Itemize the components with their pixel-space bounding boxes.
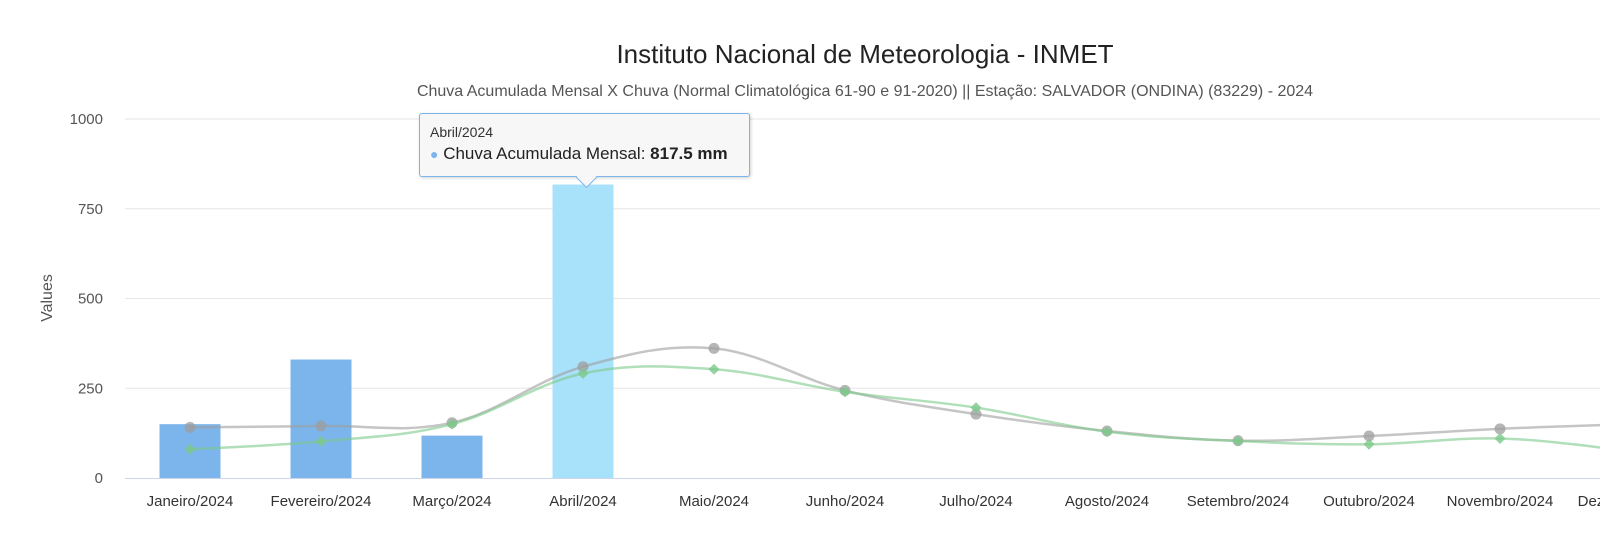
x-tick-label: Maio/2024 bbox=[679, 493, 749, 510]
normal-point-circle bbox=[1495, 423, 1506, 434]
bar-layer bbox=[160, 185, 614, 478]
x-tick-label: Outubro/2024 bbox=[1323, 493, 1415, 510]
normal-point-circle bbox=[316, 420, 327, 431]
normal-point-diamond bbox=[1364, 439, 1375, 450]
bar bbox=[422, 436, 483, 478]
x-tick-label: Junho/2024 bbox=[806, 493, 884, 510]
x-tick-label: Agosto/2024 bbox=[1065, 493, 1149, 510]
x-tick-label: Fevereiro/2024 bbox=[271, 493, 372, 510]
x-tick-label: Setembro/2024 bbox=[1187, 493, 1290, 510]
x-tick-label: Novembro/2024 bbox=[1447, 493, 1554, 510]
normal-point-diamond bbox=[1495, 433, 1506, 444]
x-tick-label: Dezembro/2024 bbox=[1578, 493, 1600, 510]
y-tick-label: 500 bbox=[78, 291, 103, 308]
bar bbox=[291, 360, 352, 478]
tooltip: Abril/2024 ● Chuva Acumulada Mensal: 817… bbox=[419, 113, 750, 177]
y-axis-title: Values bbox=[39, 274, 56, 322]
tooltip-series-label: Chuva Acumulada Mensal: bbox=[443, 144, 645, 163]
y-tick-label: 0 bbox=[95, 470, 103, 487]
chart-subtitle: Chuva Acumulada Mensal X Chuva (Normal C… bbox=[417, 83, 1313, 100]
grid-layer bbox=[125, 119, 1600, 388]
bar bbox=[553, 185, 614, 478]
y-tick-label: 750 bbox=[78, 201, 103, 218]
tooltip-header: Abril/2024 bbox=[430, 124, 739, 140]
tooltip-value: 817.5 mm bbox=[650, 144, 728, 163]
normal-point-diamond bbox=[709, 364, 720, 375]
x-tick-label: Março/2024 bbox=[412, 493, 491, 510]
x-tick-label: Abril/2024 bbox=[549, 493, 617, 510]
normal-line-1 bbox=[190, 347, 1600, 440]
chart-title: Instituto Nacional de Meteorologia - INM… bbox=[616, 39, 1113, 69]
normal-point-circle bbox=[185, 422, 196, 433]
tooltip-series-marker: ● bbox=[430, 146, 438, 162]
line-layer bbox=[185, 343, 1600, 455]
x-tick-label: Janeiro/2024 bbox=[147, 493, 234, 510]
normal-line-2 bbox=[190, 366, 1600, 451]
y-tick-label: 1000 bbox=[70, 111, 103, 128]
tooltip-row: ● Chuva Acumulada Mensal: 817.5 mm bbox=[430, 144, 739, 164]
normal-point-circle bbox=[709, 343, 720, 354]
y-tick-label: 250 bbox=[78, 380, 103, 397]
x-tick-label: Julho/2024 bbox=[939, 493, 1012, 510]
